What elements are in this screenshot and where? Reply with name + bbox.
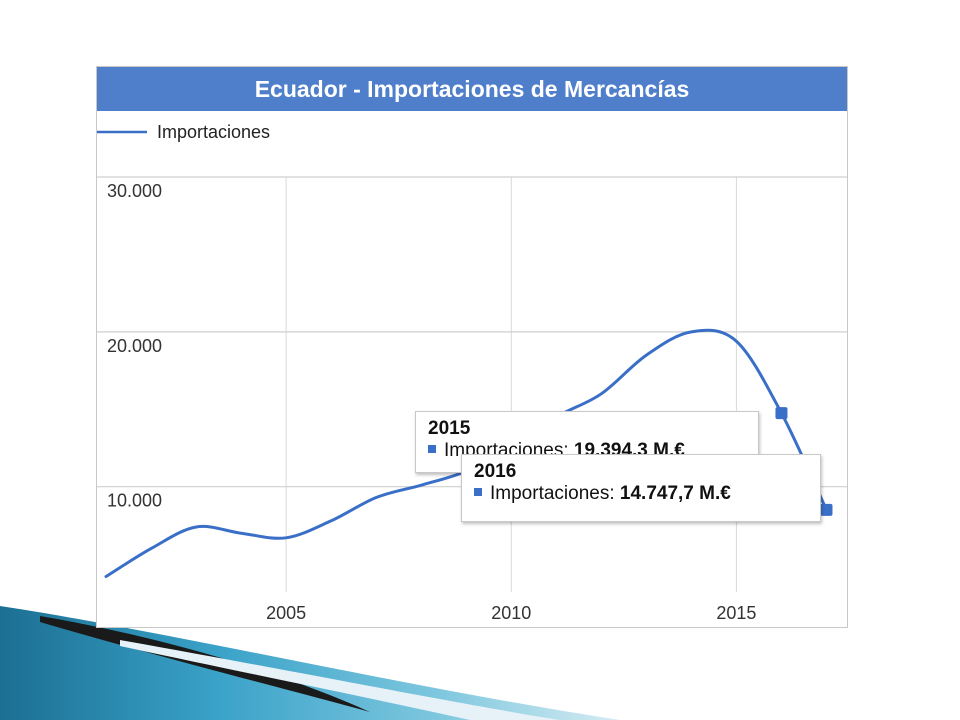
- x-tick-label: 2015: [716, 603, 756, 623]
- y-tick-label: 20.000: [107, 336, 162, 356]
- tooltip-swatch: [428, 444, 436, 453]
- chart-title: Ecuador - Importaciones de Mercancías: [97, 67, 847, 111]
- tooltip-year: 2016: [474, 461, 517, 482]
- x-tick-label: 2005: [266, 603, 306, 623]
- data-point-2017[interactable]: [820, 503, 833, 516]
- ticks-layer: 2005 2010 2015 10.000 20.000 30.000: [107, 181, 756, 623]
- tooltip-swatch: [474, 487, 482, 496]
- tooltip-year: 2015: [428, 418, 471, 439]
- tooltip-2016: 2016 Importaciones: 14.747,7 M.€: [461, 454, 821, 522]
- y-tick-label: 10.000: [107, 491, 162, 511]
- chart-frame: Importaciones 2005 2010 2015 10.000 20.000 30…: [96, 66, 848, 628]
- x-tick-label: 2010: [491, 603, 531, 623]
- chart-plot: Importaciones 2005 2010 2015 10.000 20.000 30…: [97, 122, 847, 623]
- tooltip-label: Importaciones:: [490, 483, 615, 504]
- tooltip-value: 14.747,7 M.€: [619, 483, 731, 504]
- legend-label: Importaciones: [157, 122, 270, 142]
- legend: Importaciones: [97, 122, 270, 142]
- y-tick-label: 30.000: [107, 181, 162, 201]
- points-layer: [775, 407, 833, 516]
- swoosh-light-band: [120, 640, 560, 720]
- data-point-2016[interactable]: [775, 407, 788, 420]
- swoosh-blue-shape: [0, 606, 620, 720]
- grid-layer: [97, 176, 847, 592]
